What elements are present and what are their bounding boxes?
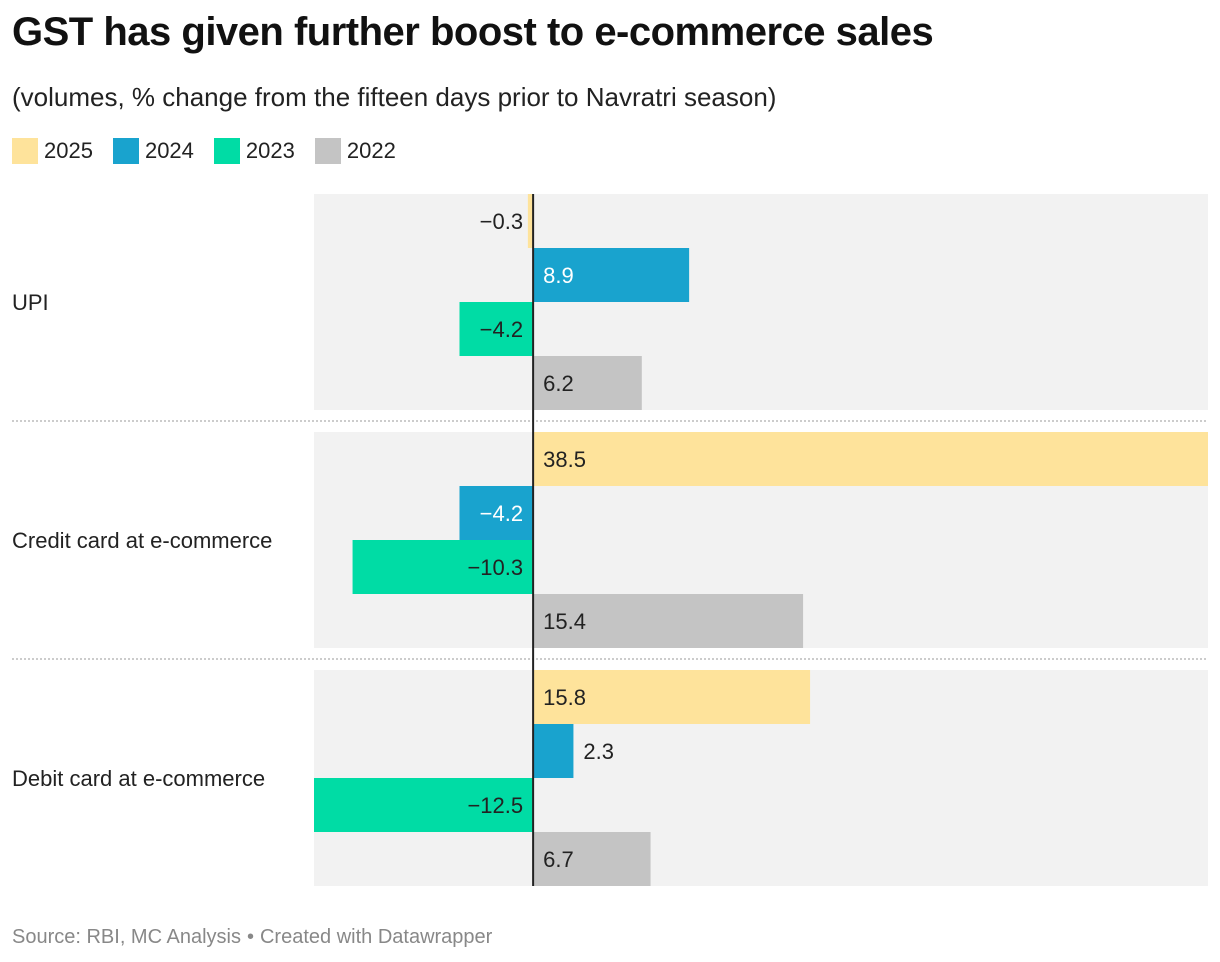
data-label-credit-card-at-e-commerce-2024: −4.2 (480, 501, 523, 526)
credit-note: Created with Datawrapper (259, 926, 493, 948)
bar-upi-2025 (527, 194, 534, 248)
data-label-upi-2023: −4.2 (480, 317, 523, 342)
source-note: Source: RBI, MC Analysis (12, 926, 241, 948)
data-label-debit-card-at-e-commerce-2022: 6.7 (543, 847, 574, 872)
legend-swatch-2023 (213, 138, 240, 164)
category-label-upi: UPI (12, 290, 49, 315)
legend-item-2022: 2022 (314, 138, 396, 164)
bar-debit-card-at-e-commerce-2024 (533, 724, 574, 778)
legend-item-2023: 2023 (213, 138, 295, 164)
legend-item-2024: 2024 (112, 138, 194, 164)
footer-separator: • (246, 926, 254, 948)
data-label-upi-2024: 8.9 (543, 263, 574, 288)
legend-label-2024: 2024 (144, 138, 194, 163)
legend-label-2022: 2022 (346, 138, 396, 163)
bar-upi-2023 (459, 302, 534, 356)
legend-swatch-2022 (314, 138, 341, 164)
data-label-debit-card-at-e-commerce-2023: −12.5 (467, 793, 523, 818)
data-label-credit-card-at-e-commerce-2022: 15.4 (543, 609, 586, 634)
bar-credit-card-at-e-commerce-2024 (459, 486, 534, 540)
data-label-credit-card-at-e-commerce-2025: 38.5 (543, 447, 586, 472)
legend-item-2025: 2025 (12, 138, 93, 164)
chart-title: GST has given further boost to e-commerc… (12, 10, 934, 54)
bar-debit-card-at-e-commerce-2022 (533, 832, 651, 886)
data-label-credit-card-at-e-commerce-2023: −10.3 (467, 555, 523, 580)
data-label-debit-card-at-e-commerce-2025: 15.8 (543, 685, 586, 710)
legend-swatch-2025 (12, 138, 38, 164)
bar-upi-2022 (533, 356, 642, 410)
bar-credit-card-at-e-commerce-2025 (533, 432, 1208, 486)
category-label-credit-card-at-e-commerce: Credit card at e-commerce (12, 528, 272, 553)
bar-debit-card-at-e-commerce-2025 (533, 670, 811, 724)
legend-swatch-2024 (112, 138, 139, 164)
legend: 2025 2024 2023 2022 (12, 138, 416, 164)
bar-debit-card-at-e-commerce-2023 (314, 778, 534, 832)
bar-upi-2024 (533, 248, 690, 302)
data-label-debit-card-at-e-commerce-2024: 2.3 (583, 739, 614, 764)
chart-subtitle: (volumes, % change from the fifteen days… (12, 82, 777, 112)
chart-footer: Source: RBI, MC Analysis • Created with Da… (12, 926, 492, 949)
category-label-debit-card-at-e-commerce: Debit card at e-commerce (12, 766, 265, 791)
data-label-upi-2025: −0.3 (480, 209, 523, 234)
bar-credit-card-at-e-commerce-2022 (533, 594, 804, 648)
legend-label-2023: 2023 (245, 138, 295, 163)
data-label-upi-2022: 6.2 (543, 371, 574, 396)
panel-upi (314, 194, 1208, 410)
legend-label-2025: 2025 (44, 138, 93, 163)
bar-credit-card-at-e-commerce-2023 (352, 540, 534, 594)
